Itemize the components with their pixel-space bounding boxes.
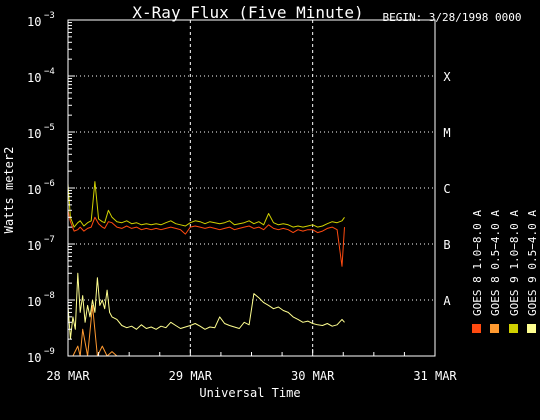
series-line-4 bbox=[67, 272, 345, 340]
y-tick-exponent: −7 bbox=[44, 235, 55, 245]
x-tick-label: 30 MAR bbox=[291, 369, 335, 383]
y-tick-label: 10 bbox=[27, 351, 41, 365]
flare-class-label: X bbox=[443, 70, 451, 84]
x-tick-label: 29 MAR bbox=[169, 369, 213, 383]
y-tick-exponent: −3 bbox=[44, 11, 55, 21]
flare-class-label: B bbox=[443, 238, 450, 252]
y-tick-exponent: −9 bbox=[44, 347, 55, 357]
chart-title: X-Ray Flux (Five Minute) bbox=[132, 3, 363, 22]
series-line-1 bbox=[67, 210, 345, 267]
legend-label-1: GOES 8 1.0−8.0 A bbox=[471, 210, 484, 316]
y-tick-label: 10 bbox=[27, 127, 41, 141]
legend-label-4: GOES 9 0.5−4.0 A bbox=[526, 210, 539, 316]
y-tick-exponent: −6 bbox=[44, 179, 55, 189]
flare-class-label: M bbox=[443, 126, 450, 140]
legend-swatch-4 bbox=[527, 324, 536, 333]
x-tick-layer: 28 MAR 29 MAR 30 MAR 31 MAR bbox=[46, 349, 457, 383]
y-tick-label: 10 bbox=[27, 239, 41, 253]
grid-layer bbox=[68, 20, 435, 356]
y-tick-exponent: −4 bbox=[44, 67, 55, 77]
y-tick-label: 10 bbox=[27, 71, 41, 85]
y-tick-label: 10 bbox=[27, 15, 41, 29]
y-tick-exponent: −5 bbox=[44, 123, 55, 133]
y-tick-layer: 10−910−810−710−610−510−410−3 bbox=[27, 11, 75, 365]
y-tick-exponent: −8 bbox=[44, 291, 55, 301]
flare-class-layer: A B C M X bbox=[443, 70, 451, 308]
y-tick-label: 10 bbox=[27, 295, 41, 309]
legend-swatch-2 bbox=[490, 324, 499, 333]
x-axis-label: Universal Time bbox=[199, 386, 300, 400]
begin-label: BEGIN: 3/28/1998 0000 bbox=[382, 11, 521, 24]
y-tick-label: 10 bbox=[27, 183, 41, 197]
legend-label-3: GOES 9 1.0−8.0 A bbox=[508, 210, 521, 316]
legend-swatch-3 bbox=[509, 324, 518, 333]
x-tick-label: 31 MAR bbox=[413, 369, 457, 383]
flare-class-label: C bbox=[443, 182, 450, 196]
legend: GOES 8 1.0−8.0 A GOES 8 0.5−4.0 A GOES 9 1… bbox=[471, 210, 539, 333]
legend-label-2: GOES 8 0.5−4.0 A bbox=[489, 210, 502, 316]
legend-swatch-1 bbox=[472, 324, 481, 333]
x-tick-label: 28 MAR bbox=[46, 369, 90, 383]
flare-class-label: A bbox=[443, 294, 451, 308]
series-line-3 bbox=[67, 181, 345, 228]
y-axis-label: Watts meter2 bbox=[2, 147, 16, 234]
